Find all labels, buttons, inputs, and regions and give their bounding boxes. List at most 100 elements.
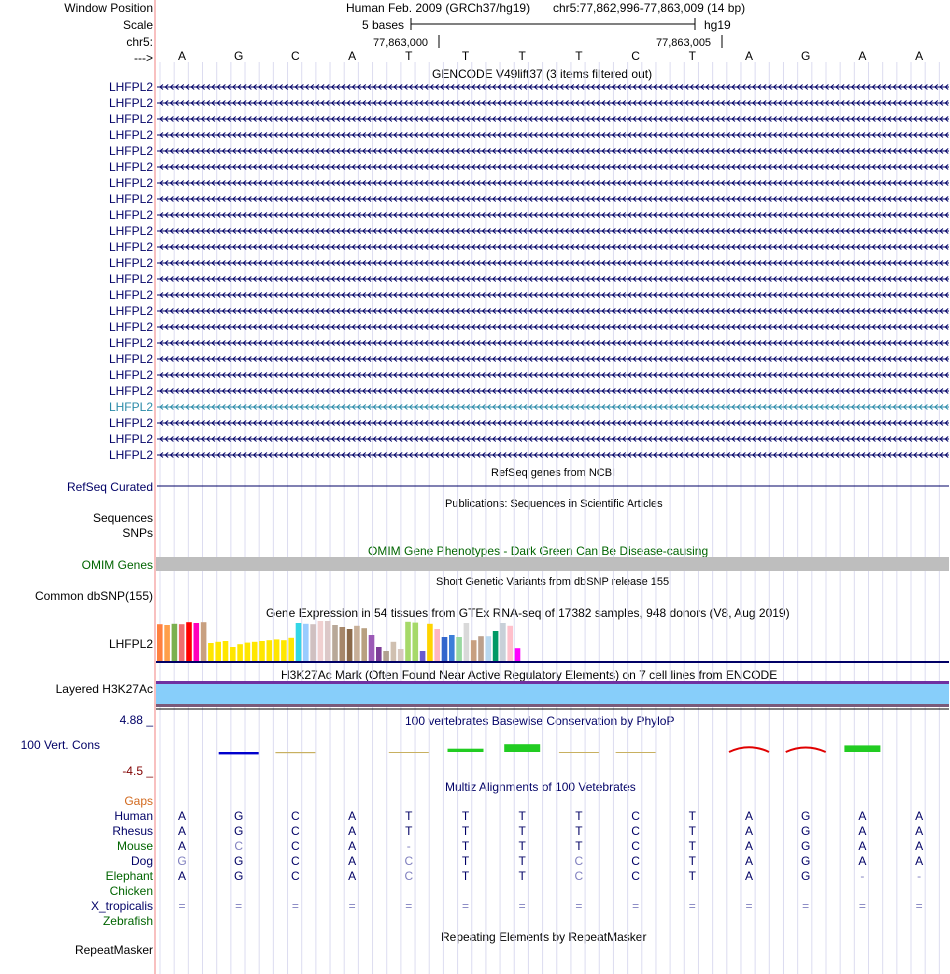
gencode-item-label[interactable]: LHFPL2 xyxy=(108,368,153,382)
h3k27ac-track-title: H3K27Ac Mark (Often Found Near Active Re… xyxy=(281,668,778,682)
gtex-bar xyxy=(390,641,397,661)
gtex-bar xyxy=(259,641,265,661)
omim-label[interactable]: OMIM Genes xyxy=(81,558,153,572)
dbsnp-label[interactable]: Common dbSNP(155) xyxy=(34,589,153,603)
gtex-bar xyxy=(449,635,455,661)
gencode-item-label[interactable]: LHFPL2 xyxy=(108,288,153,302)
base-letter: A xyxy=(744,49,753,63)
gencode-transcript xyxy=(157,196,949,202)
species-label[interactable]: Elephant xyxy=(105,869,153,883)
strand-arrows xyxy=(159,292,949,298)
alignment-base: = xyxy=(405,899,413,913)
strand-arrows xyxy=(159,212,949,218)
gencode-item-label[interactable]: LHFPL2 xyxy=(108,336,153,350)
strand-arrows xyxy=(159,116,949,122)
alignment-base: A xyxy=(744,854,753,868)
gtex-bar xyxy=(514,648,521,661)
gtex-bar xyxy=(427,623,433,661)
base-letter: C xyxy=(291,49,300,63)
h3k27ac-bottom-band xyxy=(156,704,949,707)
alignment-base: A xyxy=(744,809,753,823)
strand-arrows xyxy=(159,404,949,410)
strand-arrows xyxy=(159,420,949,426)
alignment-base: T xyxy=(461,824,470,838)
gencode-item-label[interactable]: LHFPL2 xyxy=(108,272,153,286)
alignment-base: T xyxy=(461,869,470,883)
alignment-base: C xyxy=(404,869,414,883)
gencode-item-label[interactable]: LHFPL2 xyxy=(108,416,153,430)
h3k27ac-label[interactable]: Layered H3K27Ac xyxy=(55,682,153,696)
publications-snps-label[interactable]: SNPs xyxy=(122,526,153,540)
gencode-item-label[interactable]: LHFPL2 xyxy=(108,448,153,462)
gaps-label[interactable]: Gaps xyxy=(124,794,153,808)
gencode-item-label[interactable]: LHFPL2 xyxy=(108,144,153,158)
gencode-transcript xyxy=(157,324,949,330)
strand-arrows xyxy=(159,452,949,458)
gtex-bar xyxy=(419,651,426,661)
gencode-item-label[interactable]: LHFPL2 xyxy=(108,432,153,446)
gencode-item-label[interactable]: LHFPL2 xyxy=(108,384,153,398)
gencode-transcript xyxy=(157,372,949,378)
species-label[interactable]: X_tropicalis xyxy=(90,899,153,913)
base-letter: G xyxy=(801,49,811,63)
gencode-item-label[interactable]: LHFPL2 xyxy=(108,240,153,254)
alignment-base: A xyxy=(348,869,357,883)
gencode-item-label[interactable]: LHFPL2 xyxy=(108,320,153,334)
strand-arrows xyxy=(159,180,949,186)
gencode-item-label[interactable]: LHFPL2 xyxy=(108,224,153,238)
gencode-item-label[interactable]: LHFPL2 xyxy=(108,208,153,222)
gtex-bar xyxy=(178,624,185,661)
alignment-base: = xyxy=(291,899,299,913)
species-label[interactable]: Rhesus xyxy=(112,824,153,838)
strand-arrows xyxy=(159,356,949,362)
gtex-bar xyxy=(288,637,294,661)
alignment-base: T xyxy=(688,824,696,838)
species-label[interactable]: Human xyxy=(114,809,153,823)
refseq-label[interactable]: RefSeq Curated xyxy=(66,480,153,494)
repeatmasker-track-title: Repeating Elements by RepeatMasker xyxy=(441,930,647,944)
alignment-base: C xyxy=(291,854,300,868)
gencode-transcript xyxy=(157,292,949,298)
scale-text: 5 bases xyxy=(362,18,405,32)
gencode-item-label[interactable]: LHFPL2 xyxy=(108,192,153,206)
gencode-item-label[interactable]: LHFPL2 xyxy=(108,80,153,94)
alignment-base: C xyxy=(404,854,414,868)
gencode-item-label[interactable]: LHFPL2 xyxy=(108,128,153,142)
gencode-item-label[interactable]: LHFPL2 xyxy=(108,352,153,366)
gtex-bar xyxy=(383,651,389,661)
guide-lines xyxy=(159,62,940,974)
gencode-item-label[interactable]: LHFPL2 xyxy=(108,112,153,126)
publications-sequences-label[interactable]: Sequences xyxy=(92,511,153,525)
gencode-item-label[interactable]: LHFPL2 xyxy=(108,304,153,318)
species-label[interactable]: Zebrafish xyxy=(102,914,153,928)
gtex-bar xyxy=(324,621,331,661)
species-label[interactable]: Mouse xyxy=(116,839,153,853)
gencode-transcript xyxy=(157,308,949,314)
alignment-base: T xyxy=(575,824,583,838)
gencode-transcript xyxy=(157,228,949,234)
alignment-base: G xyxy=(234,809,244,823)
repeatmasker-label[interactable]: RepeatMasker xyxy=(74,943,153,957)
gencode-item-label[interactable]: LHFPL2 xyxy=(108,160,153,174)
species-label[interactable]: Chicken xyxy=(109,884,153,898)
gencode-item-label[interactable]: LHFPL2 xyxy=(108,256,153,270)
window-position-label: Window Position xyxy=(64,1,153,15)
alignment-base: G xyxy=(801,869,811,883)
species-label[interactable]: Dog xyxy=(130,854,153,868)
gencode-item-label[interactable]: LHFPL2 xyxy=(108,400,153,414)
base-letter: C xyxy=(631,49,640,63)
alignment-base: A xyxy=(177,809,186,823)
alignment-base: C xyxy=(291,869,300,883)
gtex-label[interactable]: LHFPL2 xyxy=(108,637,153,651)
alignment-base: T xyxy=(518,839,526,853)
gencode-item-label[interactable]: LHFPL2 xyxy=(108,96,153,110)
alignment-base: T xyxy=(575,809,583,823)
phylop-label[interactable]: 100 Vert. Cons xyxy=(20,738,100,752)
gtex-bar xyxy=(200,622,207,661)
alignment-base: A xyxy=(744,869,753,883)
strand-arrows xyxy=(159,260,949,266)
phylop-bar xyxy=(615,752,656,753)
alignment-base: G xyxy=(801,824,811,838)
gencode-item-label[interactable]: LHFPL2 xyxy=(108,176,153,190)
